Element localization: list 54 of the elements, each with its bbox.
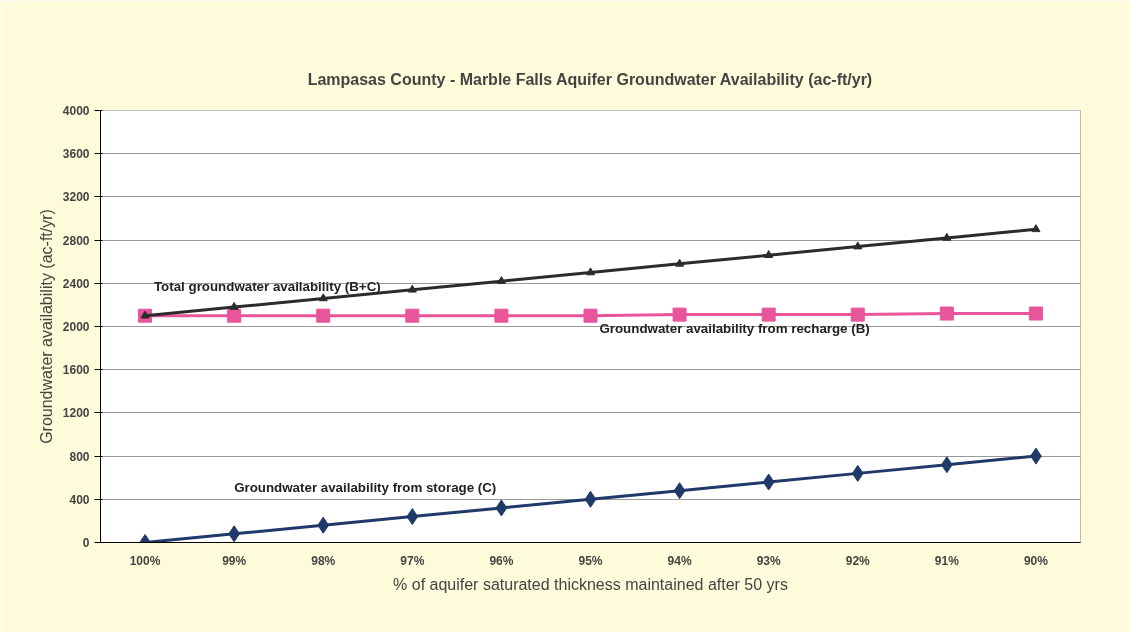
x-tick-label: 98% <box>311 553 336 568</box>
point <box>764 250 774 259</box>
x-tick-label: 91% <box>934 553 960 568</box>
y-tick-label: 2400 <box>62 276 90 291</box>
y-tick-label: 1200 <box>62 406 90 421</box>
point <box>851 464 864 482</box>
x-tick-label: 100% <box>129 553 161 568</box>
point <box>672 307 687 322</box>
point <box>317 516 330 534</box>
point <box>407 284 417 293</box>
y-tick-label: 2800 <box>62 233 90 248</box>
point <box>586 267 595 276</box>
point <box>405 308 420 323</box>
point <box>584 490 597 508</box>
x-tick-label: 92% <box>845 553 871 568</box>
point <box>1028 306 1043 321</box>
y-axis-title: Groundwater availability (ac-ft/yr) <box>37 209 55 444</box>
point <box>316 308 331 323</box>
point <box>494 308 509 323</box>
point <box>761 307 776 322</box>
point <box>583 308 598 323</box>
y-tick-label: 4000 <box>62 104 90 118</box>
point <box>496 276 506 284</box>
point <box>675 258 685 267</box>
x-axis-title: % of aquifer saturated thickness maintained after 50 yrs <box>393 575 788 593</box>
point <box>227 308 242 323</box>
x-tick-label: 95% <box>578 553 603 568</box>
point <box>495 499 508 517</box>
x-tick-label: 93% <box>756 553 782 568</box>
point <box>1031 224 1041 233</box>
y-tick-label: 800 <box>69 449 90 464</box>
x-tick-label: 99% <box>222 553 247 568</box>
y-tick-label: 400 <box>69 492 90 507</box>
point <box>850 307 865 322</box>
point <box>406 508 419 526</box>
y-tick-label: 3600 <box>62 147 90 162</box>
x-tick-label: 94% <box>667 553 692 568</box>
point <box>939 306 954 321</box>
point <box>853 241 863 250</box>
point <box>673 482 686 500</box>
point <box>942 232 952 241</box>
point <box>229 301 239 310</box>
series-label: Groundwater availability from storage (C) <box>234 479 497 495</box>
x-tick-label: 97% <box>400 553 425 568</box>
point <box>762 473 775 491</box>
y-tick-label: 3200 <box>62 190 90 205</box>
series-label: Groundwater availability from recharge (B) <box>599 321 870 337</box>
chart-title: Lampasas County - Marble Falls Aquifer Groundwater Availability (ac-ft/yr) <box>307 71 873 88</box>
x-tick-label: 96% <box>489 553 514 568</box>
y-tick-label: 2000 <box>62 320 90 334</box>
y-tick-label: 1600 <box>62 363 90 378</box>
y-tick-label: 0 <box>82 536 90 550</box>
series-label: Total groundwater availability (B+C) <box>153 279 381 295</box>
x-tick-label: 90% <box>1023 553 1049 568</box>
